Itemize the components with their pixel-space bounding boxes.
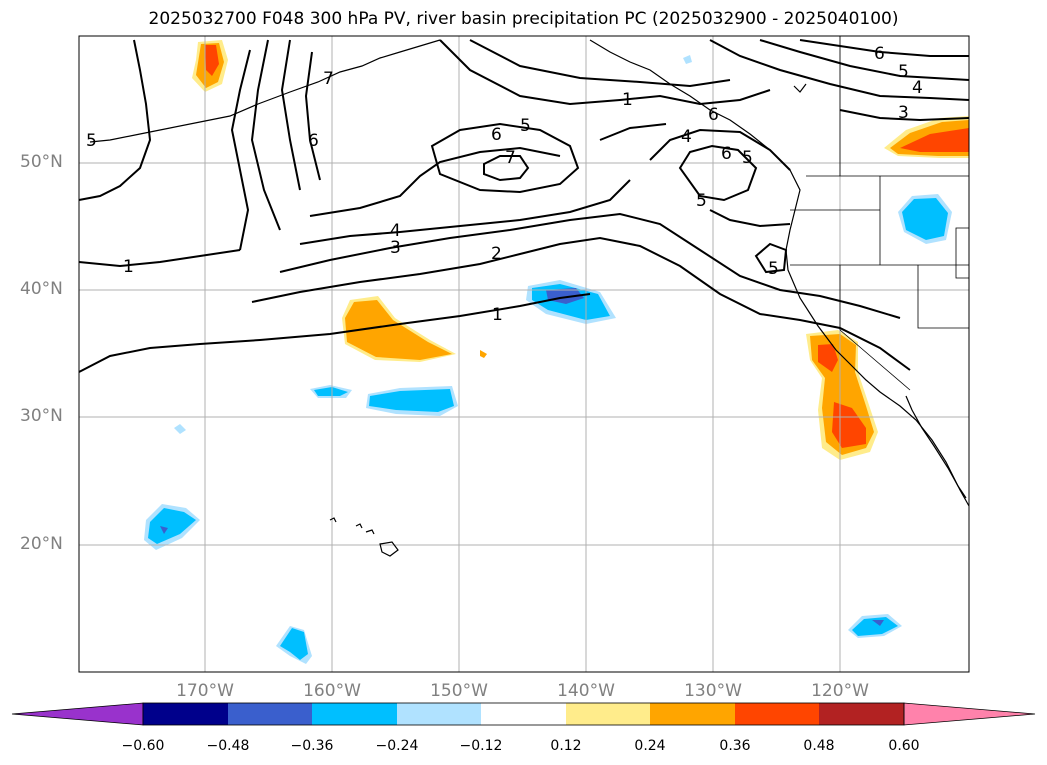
lon-label: 140°W: [557, 681, 615, 701]
contour-label: 5: [742, 148, 753, 168]
lon-label: 150°W: [430, 681, 488, 701]
pv-contour: [649, 128, 791, 171]
pv-contour: [483, 155, 530, 182]
colorbar-tick-label: −0.12: [459, 738, 503, 754]
pv-contour: [78, 293, 591, 373]
contour-label: 1: [622, 90, 633, 110]
colorbar-tick-label: 0.12: [550, 738, 582, 754]
precip-patch-negative: [280, 628, 308, 660]
pv-contour: [799, 39, 969, 57]
pv-contour: [709, 209, 791, 228]
precip-patch-negative: [683, 55, 692, 64]
pv-contour: [78, 39, 152, 201]
precip-patch-positive: [818, 344, 838, 372]
colorbar-tick-label: −0.60: [121, 738, 165, 754]
map-frame: [78, 35, 970, 673]
lat-label: 40°N: [20, 279, 63, 299]
colorbar-bin: [312, 703, 397, 725]
colorbar-bin: [481, 703, 566, 725]
contour-label: 5: [696, 191, 707, 211]
pv-contour: [754, 242, 788, 274]
map-title: 2025032700 F048 300 hPa PV, river basin …: [148, 9, 899, 29]
precip-patch-negative: [314, 387, 348, 396]
colorbar-extend-left: [11, 702, 144, 726]
pv-contour: [469, 39, 731, 88]
pv-contour: [78, 249, 241, 268]
colorbar-bin: [397, 703, 481, 725]
contour-label: 5: [898, 62, 909, 82]
colorbar-tick-label: 0.60: [888, 738, 920, 754]
pv-contour: [599, 123, 667, 141]
colorbar-bin: [819, 703, 904, 725]
pv-contours: [78, 39, 970, 373]
pv-contour: [309, 146, 561, 217]
pv-contour: [430, 122, 580, 194]
colorbar-extend-right: [903, 702, 1036, 726]
lat-label: 30°N: [20, 406, 63, 426]
colorbar-tick-label: 0.24: [634, 738, 666, 754]
precip-patch-negative: [369, 389, 454, 412]
colorbar-tick-label: 0.36: [719, 738, 751, 754]
pv-contour: [280, 39, 301, 191]
precip-patch-negative: [872, 620, 884, 626]
pv-contour: [709, 39, 970, 101]
pv-contour: [678, 144, 758, 202]
contour-label: 6: [721, 144, 732, 164]
contour-label: 6: [708, 105, 719, 125]
contour-label: 5: [768, 259, 779, 279]
contour-label: 7: [323, 69, 334, 89]
contour-label: 6: [874, 44, 885, 64]
colorbar-bin: [228, 703, 312, 725]
precip-patch-negative: [174, 424, 186, 434]
pv-contour: [304, 51, 321, 181]
contour-label: 4: [681, 127, 692, 147]
pv-contour: [230, 49, 251, 251]
pv-contour: [439, 39, 771, 106]
pv-contour: [279, 212, 901, 319]
precip-patch-positive: [205, 45, 219, 76]
colorbar-bin: [650, 703, 735, 725]
contour-label: 6: [491, 125, 502, 145]
colorbar: [11, 702, 1036, 726]
colorbar-bin: [735, 703, 819, 725]
lat-label: 20°N: [20, 534, 63, 554]
contour-label: 5: [86, 131, 97, 151]
colorbar-tick-label: −0.36: [290, 738, 334, 754]
colorbar-bin: [566, 703, 650, 725]
colorbar-tick-label: −0.48: [206, 738, 250, 754]
lat-label: 50°N: [20, 152, 63, 172]
contour-label: 1: [123, 257, 134, 277]
pv-contour: [299, 179, 631, 245]
precip-patch-negative: [546, 288, 584, 304]
pv-contour: [839, 109, 970, 122]
precip-patch-negative: [902, 198, 948, 240]
precip-patch-negative: [160, 526, 168, 534]
contour-label: 4: [912, 78, 923, 98]
contour-label: 7: [505, 148, 516, 168]
colorbar-tick-label: 0.48: [803, 738, 835, 754]
precip-patch-negative: [148, 508, 196, 544]
colorbar-bin: [143, 703, 228, 725]
lon-label: 170°W: [176, 681, 234, 701]
precip-patch-negative: [852, 617, 898, 636]
precip-shading: [144, 40, 969, 664]
contour-label: 1: [492, 305, 503, 325]
contour-label: 4: [390, 221, 401, 241]
precip-patch-positive: [345, 300, 452, 360]
contour-label: 3: [898, 103, 909, 123]
precip-patch-positive: [480, 350, 487, 358]
pv-contour: [251, 236, 911, 371]
contour-label: 6: [308, 131, 319, 151]
precip-patch-positive: [900, 128, 969, 152]
lon-label: 130°W: [684, 681, 742, 701]
lon-label: 160°W: [303, 681, 361, 701]
colorbar-tick-label: −0.24: [375, 738, 419, 754]
contour-label: 2: [491, 244, 502, 264]
lon-label: 120°W: [811, 681, 869, 701]
contour-label: 3: [390, 238, 401, 258]
contour-label: 5: [520, 116, 531, 136]
pv-contour: [759, 39, 970, 81]
pv-contour: [250, 39, 281, 231]
